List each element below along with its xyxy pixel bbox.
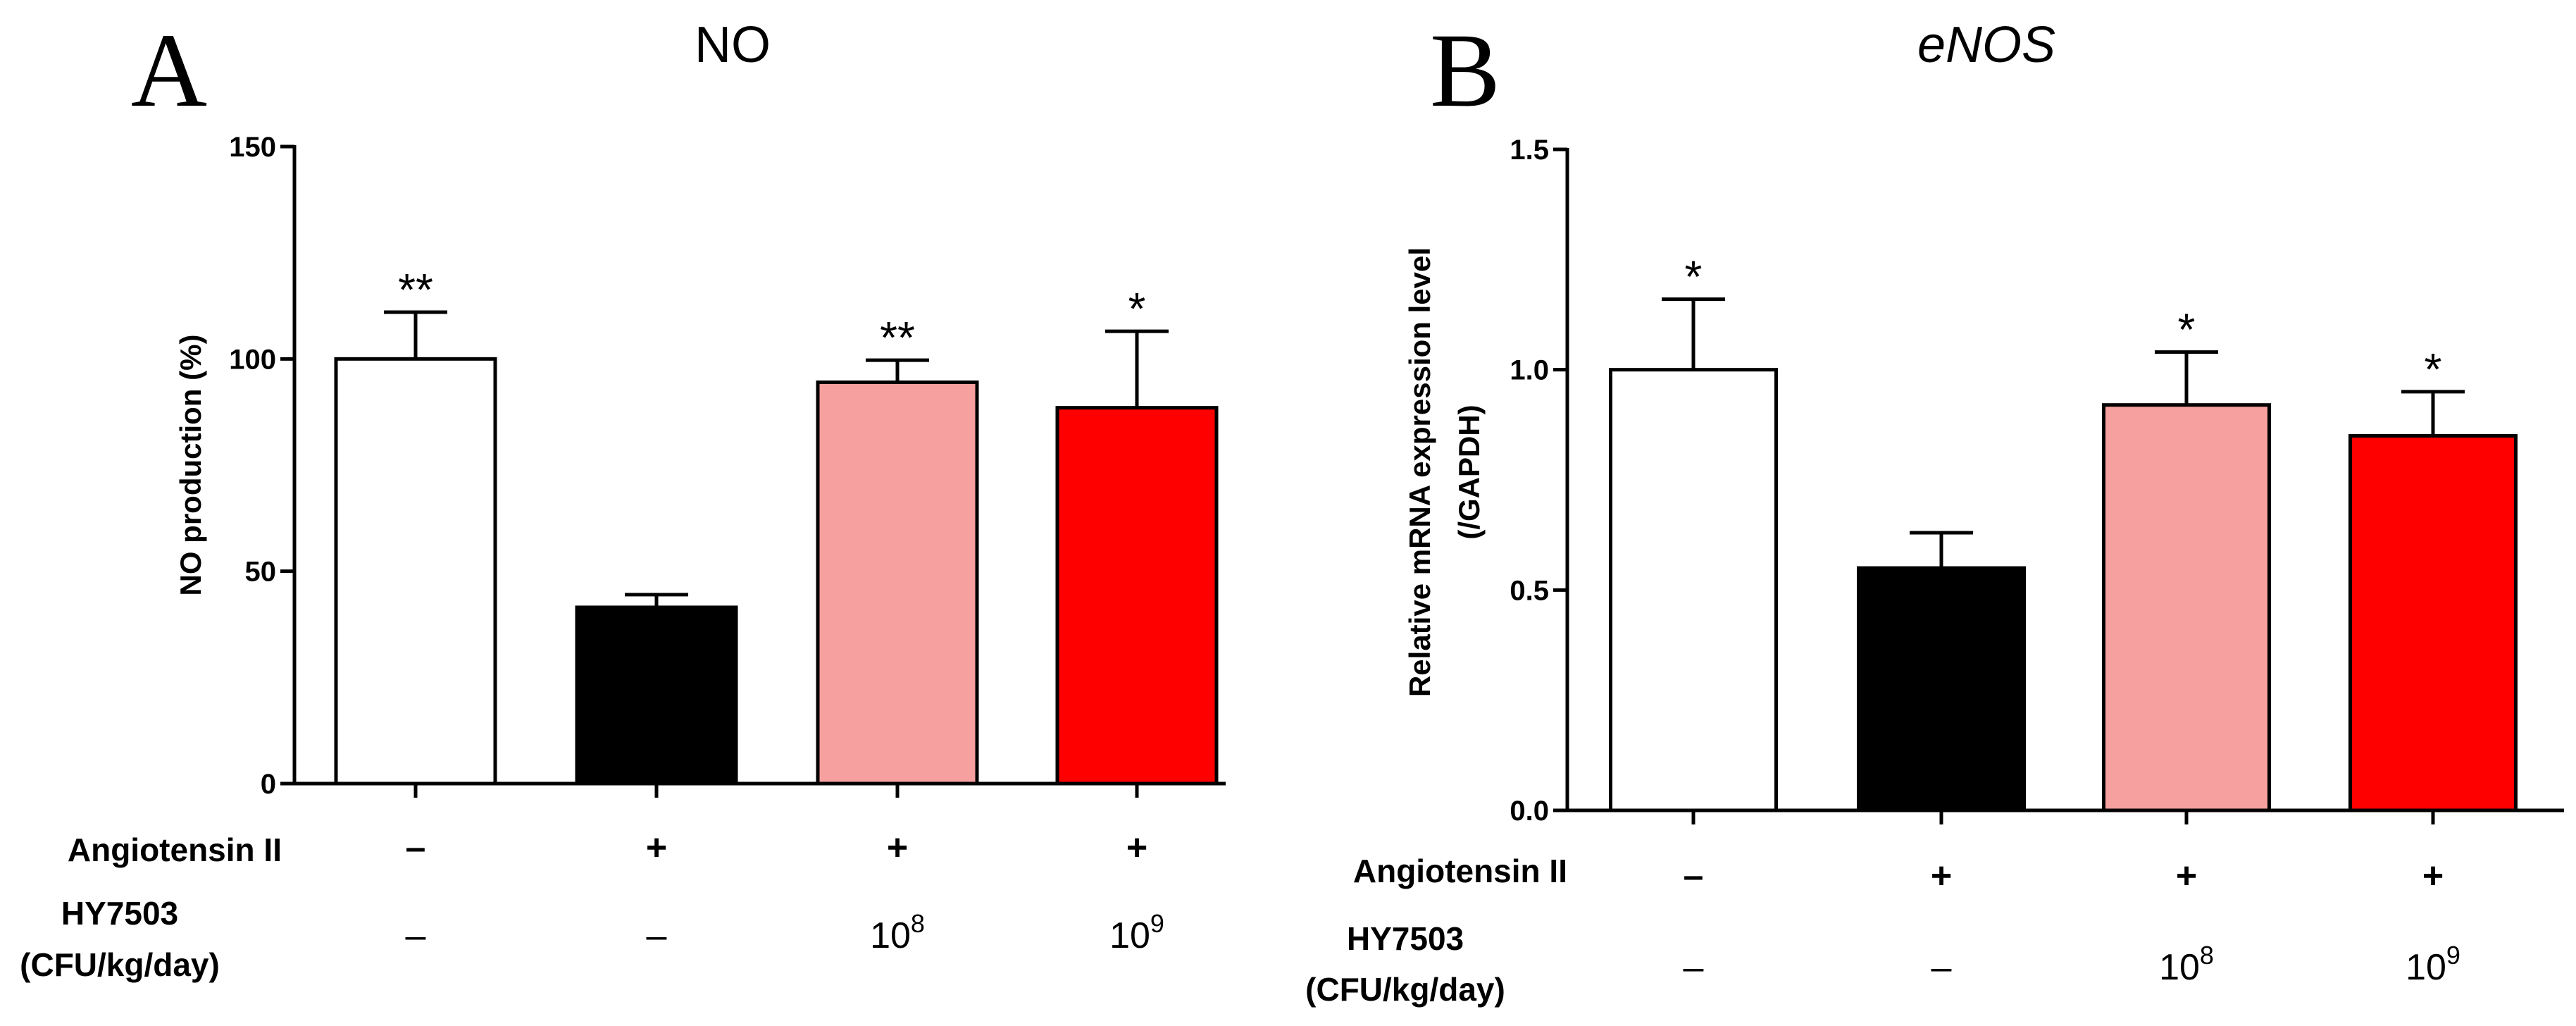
treatment-angiotensin-value: + [646,827,667,868]
significance-marker: * [1685,252,1703,302]
significance-marker: * [2425,344,2442,395]
dose-exponent: 9 [2446,941,2460,970]
dose-base: 10 [1109,915,1150,956]
bar [575,605,738,786]
dose-base: 10 [870,915,911,956]
bar [816,380,979,786]
chart-panel-a: A NO NO production (%) 0 50 100 150 ** – – + – ** +10… [20,12,1226,983]
treatment-row-label-units: (CFU/kg/day) [20,946,220,983]
treatment-dose-value: – [1931,947,1952,988]
dose-exponent: 8 [911,909,925,938]
dose-base: 10 [2159,947,2200,988]
y-tick-label: 0 [261,769,276,800]
bar [334,357,497,786]
treatment-angiotensin-value: – [406,827,426,868]
y-axis-label: NO production (%) [174,335,207,596]
y-axis-label-line2: (/GAPDH) [1452,404,1486,539]
dose-base: 10 [2406,947,2446,988]
significance-marker: ** [880,312,915,363]
y-tick-label: 0.0 [1510,796,1549,827]
treatment-row-label-angiotensin: Angiotensin II [1353,853,1567,889]
bar [1609,368,1778,812]
treatment-angiotensin-value: + [1126,827,1147,868]
bar [1055,406,1219,786]
dose-base: – [647,915,667,956]
treatment-angiotensin-value: + [887,827,908,868]
treatment-angiotensin-value: – [1684,855,1704,896]
significance-marker: * [2178,304,2196,355]
panel-letter: B [1430,12,1500,129]
bar [2348,433,2518,812]
y-tick-label: 100 [229,344,276,375]
panel-letter: A [131,12,207,129]
chart-title: NO [695,17,771,73]
treatment-dose-value: 109 [1109,909,1164,956]
y-tick-label: 0.5 [1510,575,1549,606]
dose-base: – [1684,947,1704,988]
dose-exponent: 8 [2200,941,2214,970]
treatment-dose-value: 108 [870,909,925,956]
y-tick-label: 50 [245,557,277,588]
treatment-row-label-angiotensin: Angiotensin II [68,832,282,868]
bar [2102,403,2271,812]
significance-marker: * [1128,283,1146,334]
treatment-angiotensin-value: + [1931,855,1952,896]
y-axis-label: Relative mRNA expression level [1403,247,1436,697]
bar [1857,566,2026,812]
dose-base: – [406,915,426,956]
treatment-row-label-hy7503: HY7503 [1347,920,1464,957]
y-tick-label: 1.5 [1510,135,1549,166]
treatment-dose-value: 108 [2159,941,2214,988]
treatment-row-label-hy7503: HY7503 [61,895,178,932]
significance-marker: ** [398,264,433,315]
y-tick-label: 1.0 [1510,355,1549,386]
treatment-dose-value: – [647,915,667,956]
chart-title: eNOS [1917,17,2055,73]
treatment-dose-value: 109 [2406,941,2460,988]
dose-base: – [1931,947,1952,988]
treatment-dose-value: – [406,915,426,956]
dose-exponent: 9 [1150,909,1164,938]
treatment-angiotensin-value: + [2176,855,2197,896]
treatment-angiotensin-value: + [2422,855,2444,896]
treatment-row-label-units: (CFU/kg/day) [1305,971,1505,1008]
treatment-dose-value: – [1684,947,1704,988]
y-tick-label: 150 [229,132,276,163]
